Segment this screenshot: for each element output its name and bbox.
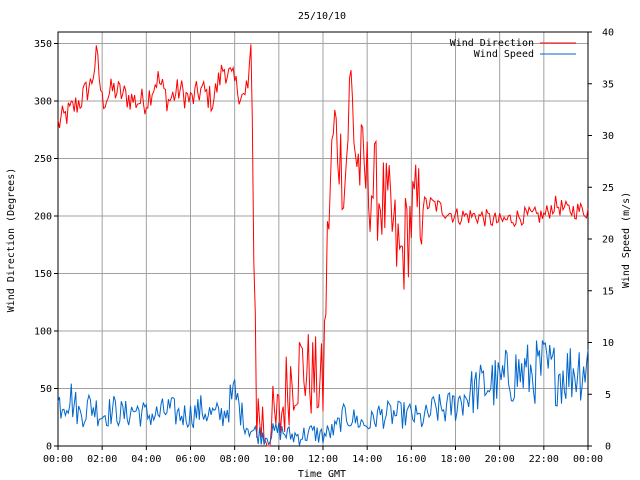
x-tick-label: 14:00 xyxy=(352,454,382,465)
y-left-tick-label: 200 xyxy=(34,212,52,223)
chart-title: 25/10/10 xyxy=(298,11,346,22)
grid xyxy=(54,31,592,450)
y-left-tick-label: 0 xyxy=(46,442,52,453)
series-line-wind-direction xyxy=(57,44,589,447)
x-tick-label: 06:00 xyxy=(175,454,205,465)
x-tick-label: 00:00 xyxy=(43,454,73,465)
x-tick-label: 16:00 xyxy=(396,454,426,465)
y-right-tick-label: 0 xyxy=(605,442,611,453)
y-right-tick-label: 15 xyxy=(602,286,614,297)
x-axis-title: Time GMT xyxy=(298,469,346,480)
series-layer xyxy=(57,44,589,447)
y-right-tick-label: 10 xyxy=(602,338,614,349)
y-left-tick-label: 100 xyxy=(34,327,52,338)
y-left-tick-label: 300 xyxy=(34,97,52,108)
x-tick-label: 08:00 xyxy=(220,454,250,465)
y-right-tick-label: 40 xyxy=(602,28,614,39)
x-tick-label: 12:00 xyxy=(308,454,338,465)
y-left-tick-label: 150 xyxy=(34,269,52,280)
y-left-tick-labels: 0 50 100 150 200 250 300 350 xyxy=(34,39,52,453)
y-right-tick-label: 30 xyxy=(602,131,614,142)
y-right-tick-label: 35 xyxy=(602,79,614,90)
x-tick-labels: 00:00 02:00 04:00 06:00 08:00 10:00 12:00 14:00… xyxy=(43,454,603,465)
y-left-tick-label: 350 xyxy=(34,39,52,50)
y-left-tick-label: 250 xyxy=(34,154,52,165)
legend-label-wind-direction: Wind Direction xyxy=(450,38,534,49)
series-line-wind-speed xyxy=(57,340,589,446)
y-left-axis-title: Wind Direction (Degrees) xyxy=(6,168,17,313)
plot-frame xyxy=(57,31,589,447)
x-tick-label: 02:00 xyxy=(87,454,117,465)
y-left-tick-label: 50 xyxy=(40,384,52,395)
y-right-tick-label: 20 xyxy=(602,235,614,246)
y-right-tick-label: 25 xyxy=(602,183,614,194)
legend-label-wind-speed: Wind Speed xyxy=(474,49,534,60)
x-tick-label: 00:00 xyxy=(573,454,603,465)
x-tick-label: 22:00 xyxy=(529,454,559,465)
x-tick-label: 18:00 xyxy=(440,454,470,465)
y-right-axis-title: Wind Speed (m/s) xyxy=(621,192,632,288)
y-right-tick-label: 5 xyxy=(605,390,611,401)
x-tick-label: 10:00 xyxy=(264,454,294,465)
y-right-tick-labels: 0 5 10 15 20 25 30 35 40 xyxy=(602,28,614,453)
x-tick-label: 04:00 xyxy=(131,454,161,465)
x-tick-label: 20:00 xyxy=(485,454,515,465)
